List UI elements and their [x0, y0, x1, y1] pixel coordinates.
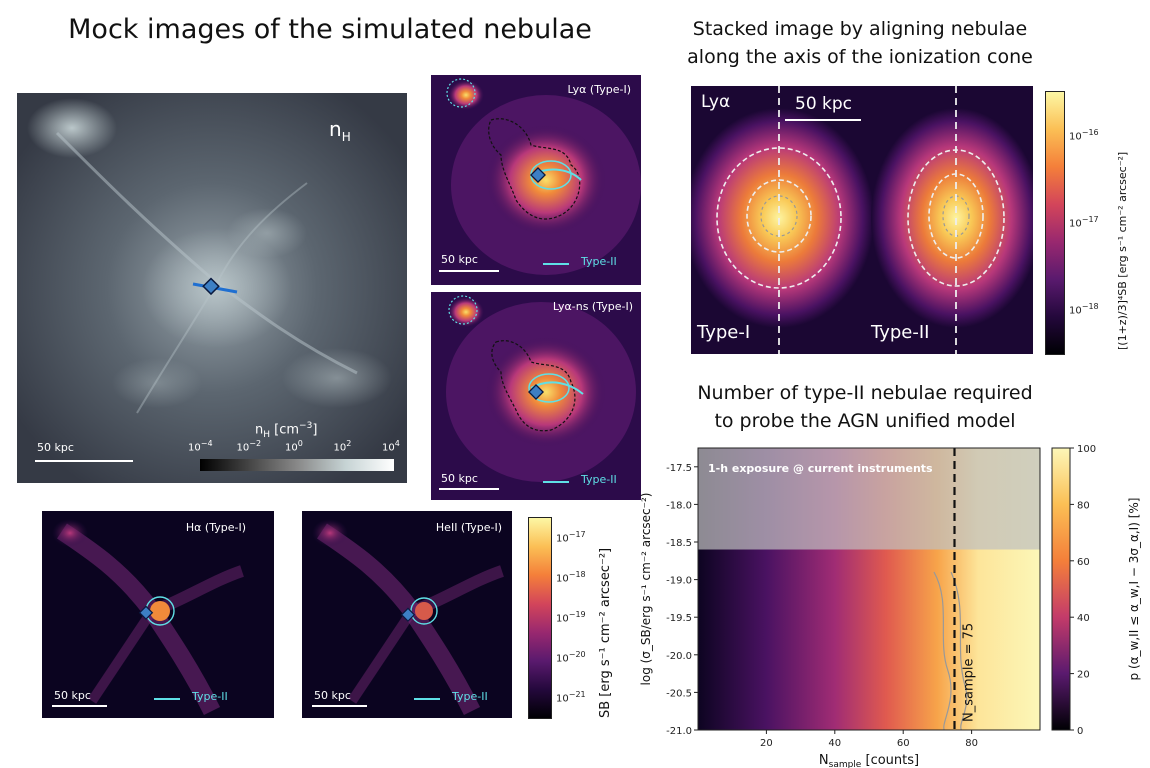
cbar-tick-label: 100 [1077, 444, 1096, 455]
nsample-vline-label: N_sample = 75 [962, 623, 977, 722]
heii-map [302, 511, 512, 718]
heatmap-chart: 1-h exposure @ current instruments N_samp… [630, 440, 1150, 768]
stack-colorbar [1045, 91, 1065, 355]
stack-type2-label: Type-II [871, 322, 930, 343]
y-tick-label: -20.0 [666, 651, 692, 662]
ha-legend-line [154, 698, 180, 700]
heii-legend-line [414, 698, 440, 700]
lyans-scale-label: 50 kpc [441, 472, 478, 485]
lya-legend-line [543, 263, 569, 265]
ha-panel: Hα (Type-I) 50 kpc Type-II [42, 511, 274, 718]
contour-line [950, 571, 968, 731]
stack-scale-bar [785, 119, 861, 121]
nh-panel: nH 50 kpc nH [cm−3] 10−4 10−2 100 102 104 [17, 93, 407, 483]
nh-cbar-tick: 104 [382, 439, 400, 454]
lya-scale-bar [439, 270, 499, 272]
sb-cbar-tick: 10−17 [556, 530, 586, 545]
nh-gas-map [17, 93, 407, 483]
stack-map [691, 86, 1033, 354]
lyans-scale-bar [439, 488, 499, 490]
probability-colorbar [1051, 447, 1071, 731]
x-axis-label: Nsample [counts] [819, 753, 919, 768]
ha-scale-label: 50 kpc [54, 689, 91, 702]
nh-colorbar [200, 459, 394, 471]
shaded-region [698, 448, 1040, 550]
lyans-panel: Lyα-ns (Type-I) 50 kpc Type-II [431, 292, 641, 500]
stack-panel: Lyα 50 kpc Type-I Type-II [691, 86, 1033, 354]
lyans-legend-line [543, 481, 569, 483]
heatmap-frame [697, 447, 1041, 731]
y-tick-label: -19.5 [666, 613, 692, 624]
sb-cbar-tick: 10−21 [556, 690, 586, 705]
lya-label: Lyα (Type-I) [567, 83, 631, 96]
y-tick-label: -19.0 [666, 576, 692, 587]
sb-cbar-label: SB [erg s⁻¹ cm⁻² arcsec⁻²] [598, 547, 613, 718]
lya-legend-label: Type-II [581, 255, 617, 268]
x-tick-label: 40 [828, 738, 841, 749]
nh-scale-label: 50 kpc [37, 441, 74, 454]
stack-cbar-tick: 10−18 [1069, 302, 1099, 317]
stack-cbar-label: [(1+z)/3]⁴SB [erg s⁻¹ cm⁻² arcsec⁻²] [1116, 151, 1129, 350]
lya-panel: Lyα (Type-I) 50 kpc Type-II [431, 75, 641, 285]
heatmap-svg: 1-h exposure @ current instruments N_samp… [639, 444, 1141, 768]
stack-cbar-tick: 10−16 [1069, 127, 1099, 142]
stack-type1-label: Type-I [697, 322, 751, 343]
nh-cbar-tick: 10−2 [236, 439, 262, 454]
contour-line [933, 571, 952, 731]
cbar-tick-label: 0 [1077, 726, 1083, 737]
ha-scale-bar [52, 705, 107, 707]
stack-title-1: Stacked image by aligning nebulae [692, 18, 1028, 40]
nh-cbar-label: nH [cm−3] [255, 421, 318, 440]
x-tick-label: 60 [897, 738, 910, 749]
heii-label: HeII (Type-I) [435, 521, 502, 534]
lyans-label: Lyα-ns (Type-I) [552, 300, 633, 313]
y-axis-label: log (σ_SB/erg s⁻¹ cm⁻² arcsec⁻²) [639, 493, 653, 686]
ha-label: Hα (Type-I) [185, 521, 246, 534]
cbar-tick-label: 40 [1077, 613, 1090, 624]
stack-title-2: along the axis of the ionization cone [687, 46, 1033, 68]
y-tick-label: -21.0 [666, 726, 692, 737]
heii-scale-label: 50 kpc [314, 689, 351, 702]
cbar-tick-label: 20 [1077, 670, 1090, 681]
lya-map [431, 75, 641, 285]
nh-cbar-tick: 102 [333, 439, 352, 454]
y-tick-label: -17.5 [666, 463, 692, 474]
stack-label: Lyα [701, 92, 731, 112]
stack-scale-label: 50 kpc [795, 94, 853, 114]
ha-legend-label: Type-II [192, 690, 228, 703]
heii-legend-label: Type-II [452, 690, 488, 703]
num-title-1: Number of type-II nebulae required [697, 382, 1033, 404]
nh-cbar-tick: 10−4 [188, 439, 213, 454]
x-tick-label: 20 [760, 738, 773, 749]
colorbar-label: p (α_w,II ≤ α_w,I − 3σ_α,I) [%] [1127, 498, 1141, 681]
y-tick-label: -18.0 [666, 500, 692, 511]
lya-scale-label: 50 kpc [441, 253, 478, 266]
sb-cbar-tick: 10−20 [556, 650, 586, 665]
cbar-tick-label: 80 [1077, 500, 1090, 511]
y-tick-label: -20.5 [666, 688, 692, 699]
left-title: Mock images of the simulated nebulae [68, 14, 592, 45]
cbar-tick-label: 60 [1077, 557, 1090, 568]
x-tick-label: 80 [965, 738, 978, 749]
nh-scale-bar [35, 460, 133, 462]
ha-map [42, 511, 274, 718]
sb-colorbar [528, 517, 552, 719]
lyans-map [431, 292, 641, 500]
sb-cbar-tick: 10−19 [556, 610, 586, 625]
sb-cbar-tick: 10−18 [556, 570, 586, 585]
nh-cbar-tick: 100 [285, 439, 303, 454]
num-title-2: to probe the AGN unified model [714, 410, 1016, 432]
nh-label: nH [329, 117, 351, 144]
shaded-annotation: 1-h exposure @ current instruments [708, 462, 933, 475]
heii-scale-bar [312, 705, 367, 707]
y-tick-label: -18.5 [666, 538, 692, 549]
stack-cbar-tick: 10−17 [1069, 215, 1099, 230]
lyans-legend-label: Type-II [581, 473, 617, 486]
heii-panel: HeII (Type-I) 50 kpc Type-II [302, 511, 512, 718]
